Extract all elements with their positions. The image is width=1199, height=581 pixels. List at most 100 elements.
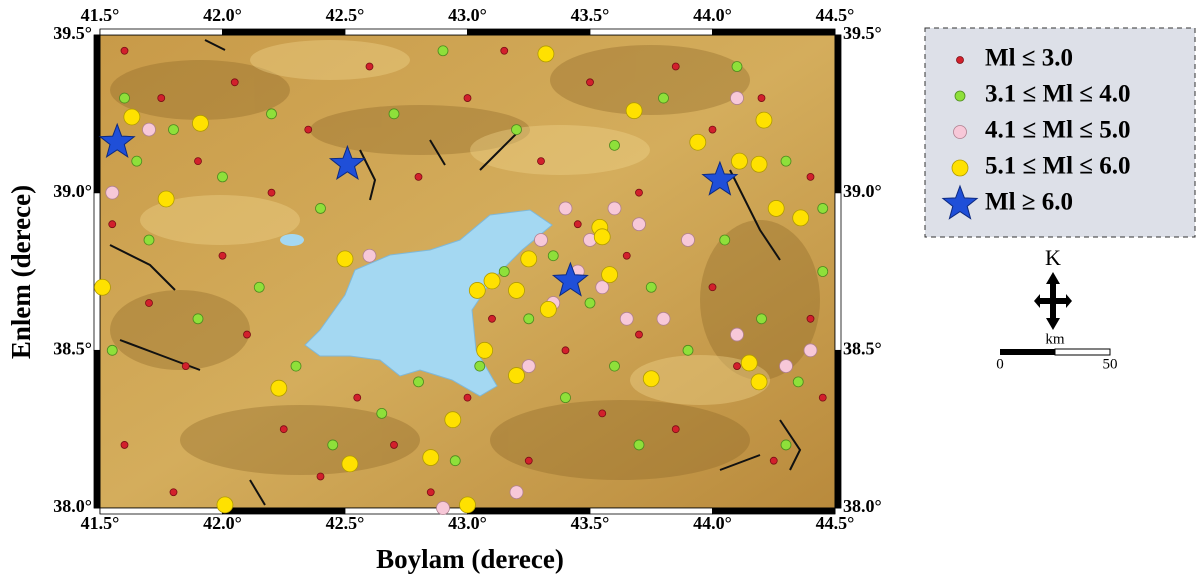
legend-symbol: [955, 91, 965, 101]
north-label: K: [1045, 245, 1061, 270]
earthquake: [217, 497, 233, 513]
earthquake: [610, 361, 620, 371]
earthquake: [781, 156, 791, 166]
earthquake: [599, 410, 606, 417]
frame-segment: [835, 350, 841, 508]
scale-tick-label: 50: [1103, 356, 1118, 372]
earthquake: [731, 153, 747, 169]
earthquake: [267, 109, 277, 119]
earthquake: [120, 93, 130, 103]
earthquake: [819, 394, 826, 401]
earthquake: [734, 363, 741, 370]
earthquake: [415, 173, 422, 180]
earthquake: [672, 426, 679, 433]
earthquake: [94, 279, 110, 295]
earthquake: [793, 210, 809, 226]
earthquake: [328, 440, 338, 450]
y-tick-label: 38.0°: [843, 496, 882, 516]
earthquake: [477, 342, 493, 358]
earthquake: [317, 473, 324, 480]
earthquake: [460, 497, 476, 513]
earthquake: [781, 440, 791, 450]
y-axis-title: Enlem (derece): [6, 185, 36, 359]
earthquake: [121, 47, 128, 54]
frame-segment: [835, 193, 841, 351]
earthquake: [709, 126, 716, 133]
earthquake: [610, 140, 620, 150]
earthquake: [731, 92, 744, 105]
x-tick-label: 43.5°: [571, 5, 610, 25]
earthquake: [391, 441, 398, 448]
earthquake: [268, 189, 275, 196]
y-tick-label: 39.0°: [53, 181, 92, 201]
earthquake: [602, 267, 618, 283]
earthquake: [484, 273, 500, 289]
earthquake: [450, 456, 460, 466]
earthquake: [538, 46, 554, 62]
frame-segment: [94, 35, 100, 193]
earthquake: [731, 328, 744, 341]
legend-label: Ml ≥ 6.0: [985, 189, 1073, 216]
earthquake: [414, 377, 424, 387]
earthquake: [158, 191, 174, 207]
x-tick-label: 44.5°: [816, 513, 855, 533]
earthquake: [524, 314, 534, 324]
x-tick-label: 44.5°: [816, 5, 855, 25]
earthquake: [193, 314, 203, 324]
earthquake: [574, 221, 581, 228]
earthquake: [377, 408, 387, 418]
x-tick-label: 44.0°: [693, 5, 732, 25]
scale-tick-label: 0: [996, 356, 1004, 372]
earthquake: [548, 251, 558, 261]
earthquake: [757, 314, 767, 324]
earthquake: [475, 361, 485, 371]
x-tick-label: 42.5°: [326, 513, 365, 533]
x-tick-label: 41.5°: [81, 513, 120, 533]
frame-segment: [590, 29, 713, 35]
earthquake: [146, 300, 153, 307]
earthquake: [489, 315, 496, 322]
frame-segment: [223, 29, 346, 35]
earthquake: [124, 109, 140, 125]
earthquake: [804, 344, 817, 357]
earthquake: [231, 79, 238, 86]
earthquake: [793, 377, 803, 387]
earthquake: [756, 112, 772, 128]
earthquake: [561, 393, 571, 403]
earthquake: [464, 95, 471, 102]
earthquake: [509, 368, 525, 384]
map-figure: 41.5°41.5°42.0°42.0°42.5°42.5°43.0°43.0°…: [0, 0, 1199, 581]
y-tick-label: 39.0°: [843, 181, 882, 201]
earthquake: [608, 202, 621, 215]
frame-segment: [835, 35, 841, 193]
earthquake: [521, 251, 537, 267]
earthquake: [106, 186, 119, 199]
scale-bar: km 0 50: [996, 331, 1117, 372]
earthquake: [818, 203, 828, 213]
earthquake: [807, 315, 814, 322]
earthquake: [682, 233, 695, 246]
earthquake: [366, 63, 373, 70]
x-tick-label: 44.0°: [693, 513, 732, 533]
earthquake: [672, 63, 679, 70]
earthquake: [254, 282, 264, 292]
earthquake: [525, 457, 532, 464]
earthquake: [636, 331, 643, 338]
earthquake: [758, 95, 765, 102]
earthquake: [337, 251, 353, 267]
earthquake: [643, 371, 659, 387]
earthquake: [437, 502, 450, 515]
earthquake: [636, 189, 643, 196]
y-tick-label: 38.5°: [53, 338, 92, 358]
x-tick-label: 42.0°: [203, 5, 242, 25]
earthquake: [620, 312, 633, 325]
earthquake: [144, 235, 154, 245]
y-tick-label: 39.5°: [53, 23, 92, 43]
legend-label: 3.1 ≤ Ml ≤ 4.0: [985, 81, 1130, 108]
x-tick-label: 41.5°: [81, 5, 120, 25]
x-tick-label: 43.5°: [571, 513, 610, 533]
earthquake: [818, 267, 828, 277]
scale-unit: km: [1045, 331, 1065, 347]
earthquake: [538, 158, 545, 165]
earthquake: [535, 233, 548, 246]
